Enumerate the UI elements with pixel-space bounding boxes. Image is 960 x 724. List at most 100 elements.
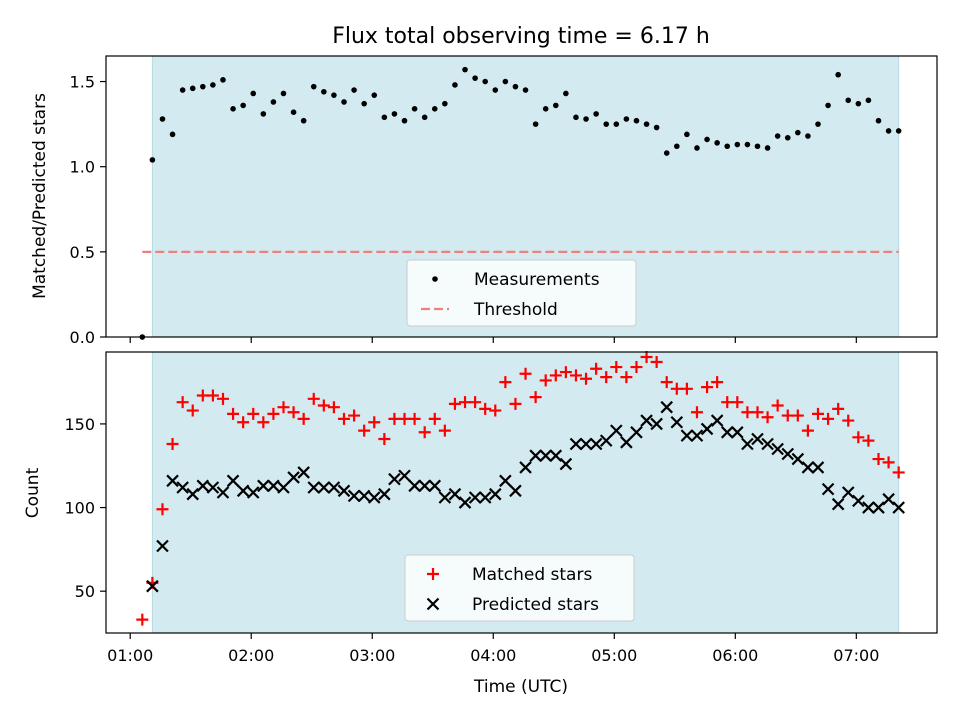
data-point: [408, 412, 421, 425]
y-tick-label: 50: [75, 582, 95, 601]
data-point: [196, 389, 209, 402]
data-point: [156, 503, 169, 516]
data-point: [852, 431, 865, 444]
data-point: [579, 437, 593, 451]
x-tick-label: 03:00: [349, 646, 395, 665]
data-point: [428, 412, 441, 425]
data-point: [852, 494, 865, 508]
data-point: [784, 134, 791, 141]
data-point: [684, 131, 690, 138]
data-point: [599, 434, 613, 447]
data-point: [300, 117, 307, 124]
data-point: [590, 362, 603, 375]
data-point: [426, 597, 440, 611]
data-point: [841, 486, 855, 499]
data-point: [563, 90, 569, 97]
legend-label: Matched stars: [472, 565, 592, 585]
data-point: [791, 452, 805, 466]
data-point: [865, 97, 872, 104]
data-point: [509, 397, 522, 410]
data-point: [398, 412, 411, 425]
data-point: [711, 376, 724, 389]
data-point: [593, 111, 599, 117]
data-point: [287, 471, 300, 484]
data-point: [872, 501, 885, 514]
data-point: [378, 432, 391, 445]
data-point: [367, 491, 381, 504]
data-point: [388, 412, 401, 425]
data-point: [206, 481, 220, 494]
data-point: [640, 414, 653, 427]
data-point: [347, 489, 361, 503]
data-point: [674, 143, 680, 150]
data-point: [569, 369, 582, 382]
data-point: [610, 361, 623, 374]
data-point: [825, 102, 831, 109]
data-point: [206, 389, 219, 402]
data-point: [690, 429, 704, 442]
data-point: [270, 99, 277, 105]
y-tick-label: 0.5: [70, 243, 95, 262]
plot-frame: [105, 55, 938, 338]
data-point: [559, 457, 573, 471]
ratio-axes: 0.0 0.5 1.0 1.5: [70, 55, 938, 347]
data-point: [226, 474, 240, 488]
data-point: [882, 456, 895, 469]
data-point: [331, 92, 337, 98]
data-point: [549, 369, 562, 382]
legend-label: Measurements: [474, 270, 600, 290]
data-point: [337, 484, 351, 498]
data-point: [479, 402, 492, 415]
data-point: [815, 121, 821, 127]
data-point: [391, 111, 398, 117]
data-point: [427, 568, 439, 580]
data-point: [159, 116, 166, 122]
data-point: [220, 77, 226, 83]
data-point: [721, 396, 734, 409]
data-point: [277, 401, 290, 414]
data-point: [472, 75, 478, 81]
y-tick-label: 150: [64, 415, 95, 434]
data-point: [603, 121, 610, 127]
data-point: [832, 402, 845, 415]
data-point: [267, 479, 280, 493]
data-point: [552, 102, 559, 109]
data-point: [795, 129, 801, 136]
count-axes: 50 100 150 01:00 02:00 03:00 04:00 05:00 06:00 07…: [64, 351, 938, 665]
data-point: [398, 469, 411, 483]
data-point: [882, 492, 895, 506]
data-point: [660, 376, 673, 389]
data-point: [240, 102, 246, 109]
data-point: [452, 82, 458, 88]
data-point: [257, 479, 270, 493]
plot-frame: [105, 351, 938, 634]
legend-box: [404, 554, 635, 622]
data-point: [210, 82, 216, 88]
data-point: [381, 114, 388, 121]
data-point: [610, 424, 623, 437]
data-point: [297, 412, 310, 425]
data-point: [166, 437, 179, 450]
data-point: [549, 449, 563, 462]
data-point: [149, 157, 156, 163]
data-point: [489, 487, 502, 501]
legend-label: Predicted stars: [472, 595, 599, 615]
data-point: [731, 396, 744, 409]
data-point: [236, 484, 250, 498]
x-axis-label: Time (UTC): [473, 677, 568, 697]
data-point: [297, 466, 310, 479]
data-point: [781, 447, 795, 461]
data-point: [892, 466, 905, 479]
data-point: [176, 481, 189, 494]
data-point: [573, 114, 579, 121]
data-point: [357, 489, 371, 503]
data-point: [189, 85, 196, 92]
data-point: [509, 484, 522, 498]
data-point: [771, 399, 784, 412]
data-point: [156, 539, 169, 553]
data-point: [237, 416, 250, 429]
data-point: [277, 481, 290, 494]
x-tick-label: 01:00: [107, 646, 153, 665]
data-point: [811, 407, 824, 420]
data-point: [741, 406, 754, 419]
